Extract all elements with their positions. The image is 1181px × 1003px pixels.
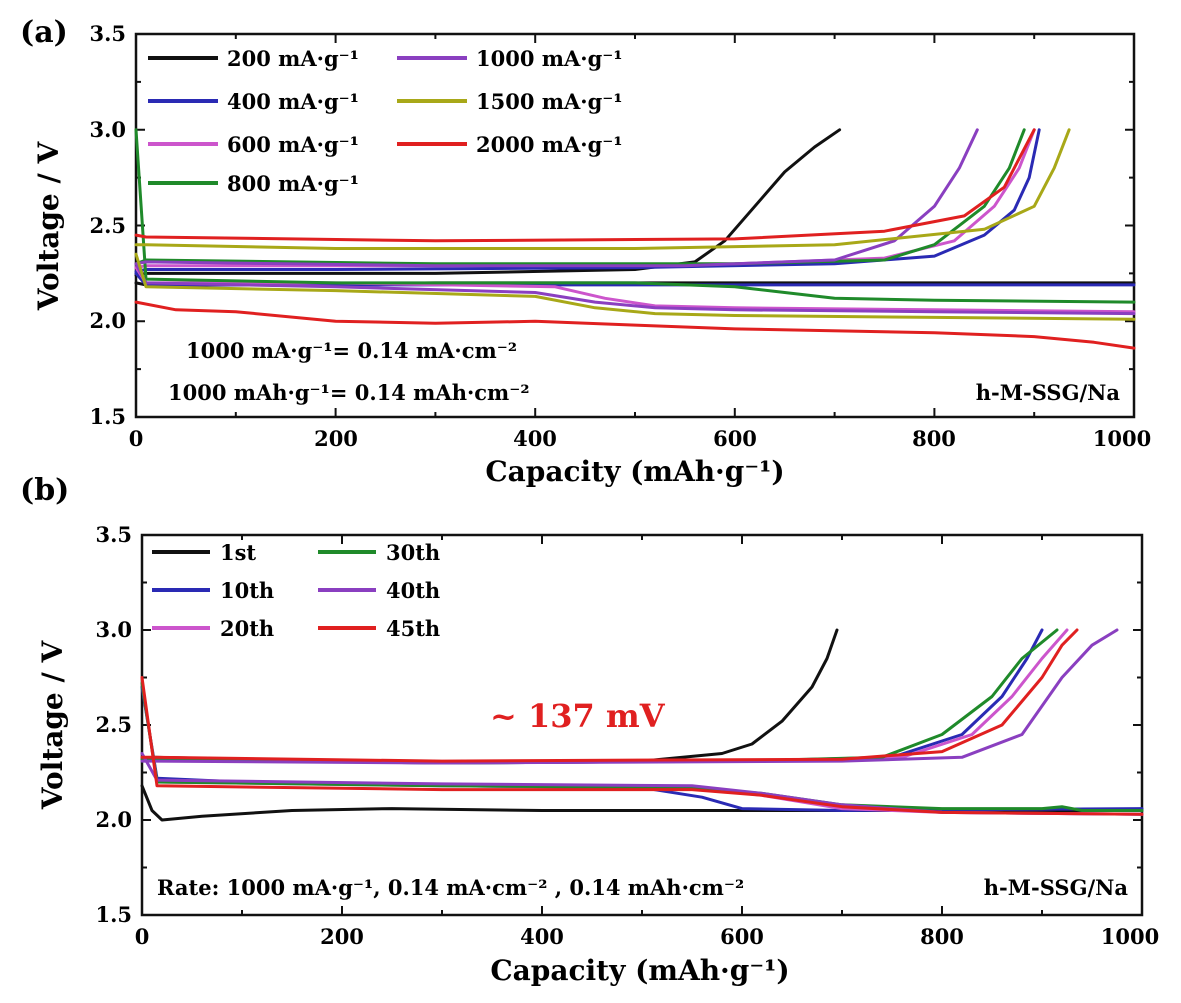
panel-a-ticks (135, 33, 1135, 418)
panel-a-ytick-label: 2.0 (89, 308, 126, 333)
panel-b-ticks (141, 534, 1143, 916)
panel-a-xtick-label: 400 (513, 426, 557, 451)
panel-a-xtick-label: 600 (713, 426, 757, 451)
panel-a-annotation-capacity-conversion: 1000 mAh·g⁻¹= 0.14 mAh·cm⁻² (168, 380, 530, 405)
series-discharge-line-6 (134, 252, 1136, 321)
panel-b-ytick-label: 3.0 (95, 617, 132, 642)
series-charge-line-4 (134, 128, 1026, 266)
panel-a-ytick-label: 3.0 (89, 117, 126, 142)
panel-b-xtick-label: 600 (720, 924, 764, 949)
legend-label-2000: 2000 mA·g⁻¹ (476, 132, 623, 157)
legend-label-1000: 1000 mA·g⁻¹ (476, 46, 623, 71)
panel-a-xtick-label: 800 (912, 426, 956, 451)
panel-a-y-axis-title: Voltage / V (32, 141, 65, 312)
panel-b-annotation-rate: Rate: 1000 mA·g⁻¹, 0.14 mA·cm⁻² , 0.14 m… (157, 875, 744, 900)
series-charge-line-5 (140, 628, 1119, 765)
series-charge-line-5 (134, 128, 979, 268)
legend-label-10th: 10th (220, 578, 274, 603)
series-charge-line-6 (134, 128, 1071, 250)
series-discharge-line-4 (134, 128, 1136, 304)
legend-label-400: 400 mA·g⁻¹ (227, 89, 359, 114)
legend-label-1st: 1st (220, 540, 256, 565)
series-charge-line-1 (134, 128, 842, 277)
panel-b-annotation-cell: h-M-SSG/Na (984, 875, 1129, 900)
series-charge-line-6 (140, 628, 1079, 763)
panel-b-ytick-label: 2.0 (95, 807, 132, 832)
series-charge-line-3 (134, 128, 1036, 270)
panel-b-xtick-label: 800 (920, 924, 964, 949)
panel-b-xtick-label: 400 (520, 924, 564, 949)
legend-label-30th: 30th (386, 540, 440, 565)
panel-a-annotation-rate-conversion: 1000 mA·g⁻¹= 0.14 mA·cm⁻² (186, 338, 517, 363)
panel-a-label: (a) (20, 15, 68, 50)
panel-a-xtick-label: 0 (129, 426, 144, 451)
legend-label-40th: 40th (386, 578, 440, 603)
legend-label-600: 600 mA·g⁻¹ (227, 132, 359, 157)
panel-b-ytick-label: 2.5 (95, 712, 132, 737)
panel-a-x-axis-title: Capacity (mAh·g⁻¹) (485, 455, 784, 488)
panel-a-xtick-label: 1000 (1093, 426, 1151, 451)
panel-b-annotation-overpotential: ~ 137 mV (490, 697, 666, 735)
legend-label-20th: 20th (220, 616, 274, 641)
panel-b: (b) 1.5 2.0 2.5 3.0 3.5 0 200 400 600 80… (20, 473, 1159, 987)
series-discharge-line-6 (140, 676, 1144, 816)
series-discharge-line-7 (134, 300, 1136, 350)
legend-label-45th: 45th (386, 616, 440, 641)
panel-a-xtick-label: 200 (314, 426, 358, 451)
panel-b-xtick-label: 1000 (1101, 924, 1159, 949)
panel-b-label: (b) (20, 473, 69, 508)
series-charge-line-7 (134, 128, 1036, 243)
panel-b-xtick-label: 0 (135, 924, 150, 949)
series-discharge-line-5 (134, 262, 1136, 316)
panel-b-x-axis-title: Capacity (mAh·g⁻¹) (490, 954, 789, 987)
panel-a-ytick-label: 3.5 (89, 21, 126, 46)
panel-a-ytick-label: 1.5 (89, 404, 126, 429)
panel-b-ytick-label: 3.5 (95, 522, 132, 547)
panel-a-annotation-cell: h-M-SSG/Na (976, 380, 1121, 405)
panel-b-ytick-label: 1.5 (95, 902, 132, 927)
panel-b-y-axis-title: Voltage / V (36, 640, 69, 811)
panel-b-xtick-label: 200 (320, 924, 364, 949)
panel-a: (a) 1.5 2.0 2.5 3.0 3.5 0 200 400 600 80… (20, 15, 1151, 488)
legend-label-800: 800 mA·g⁻¹ (227, 171, 359, 196)
legend-label-1500: 1500 mA·g⁻¹ (476, 89, 623, 114)
panel-a-ytick-label: 2.5 (89, 213, 126, 238)
panel-a-series-lines (134, 128, 1136, 350)
legend-label-200: 200 mA·g⁻¹ (227, 46, 359, 71)
panel-b-series-lines (140, 628, 1144, 822)
